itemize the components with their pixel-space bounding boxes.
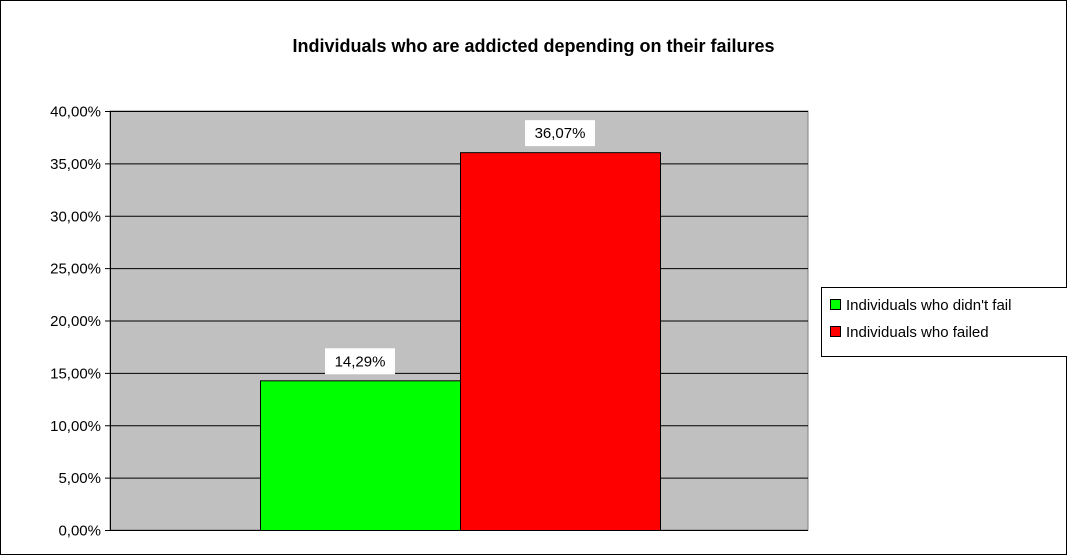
bar-didnt-fail	[260, 380, 461, 531]
data-label-box	[525, 120, 595, 147]
legend-item-didnt-fail: Individuals who didn't fail	[830, 297, 1011, 314]
y-tick-label: 40,00%	[50, 104, 101, 121]
legend-label: Individuals who failed	[846, 324, 989, 341]
data-label: 36,07%	[535, 125, 586, 142]
data-label-box	[325, 348, 395, 375]
y-tick-label: 0,00%	[58, 523, 101, 540]
legend-label: Individuals who didn't fail	[846, 297, 1012, 314]
y-tick-label: 35,00%	[50, 156, 101, 173]
data-label: 14,29%	[335, 353, 386, 370]
y-tick-label: 30,00%	[50, 208, 101, 225]
legend-swatch-green	[830, 299, 841, 310]
legend: Individuals who didn't fail Individuals …	[821, 287, 1067, 357]
y-tick-label: 25,00%	[50, 261, 101, 278]
legend-swatch-red	[830, 326, 841, 337]
y-tick-label: 20,00%	[50, 313, 101, 330]
chart-title: Individuals who are addicted depending o…	[292, 36, 775, 56]
bar-failed	[460, 152, 661, 531]
y-tick-label: 5,00%	[58, 470, 101, 487]
legend-item-failed: Individuals who failed	[830, 324, 989, 341]
y-tick-label: 15,00%	[50, 365, 101, 382]
y-tick-label: 10,00%	[50, 418, 101, 435]
